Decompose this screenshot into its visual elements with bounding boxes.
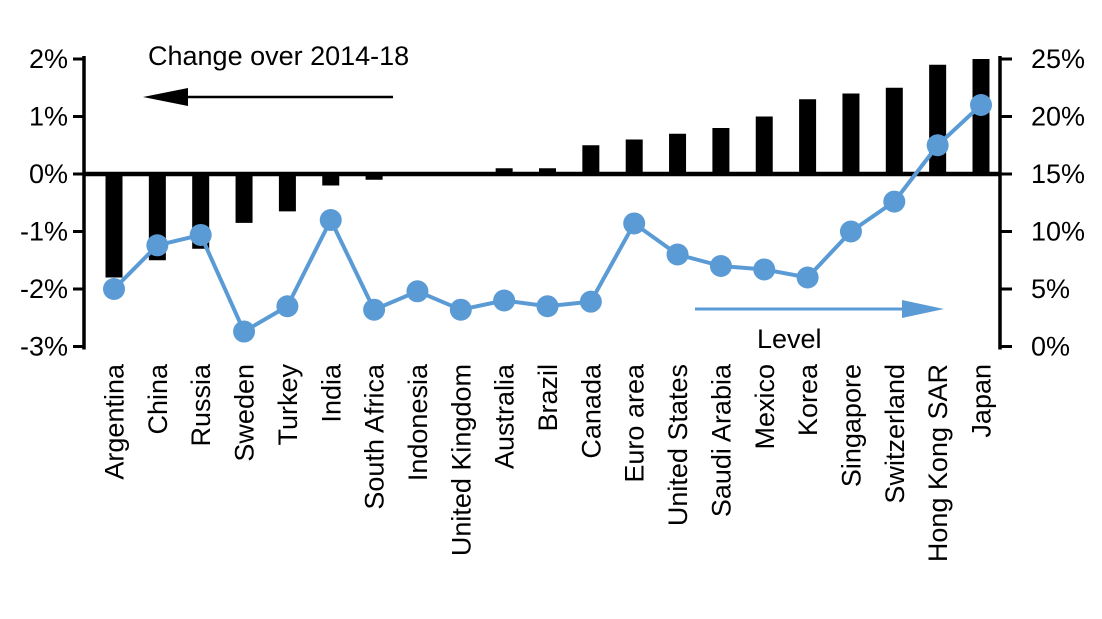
category-label: United States [663,364,693,526]
bar [495,168,513,174]
left-axis-tick-label: -2% [20,274,68,304]
data-point [883,190,906,213]
bar [582,145,600,174]
left-axis-tick-label: 2% [29,44,68,74]
bar [235,174,253,223]
data-point [493,289,516,312]
bar [842,93,860,174]
right-axis-tick-label: 0% [1031,332,1070,362]
category-label: Turkey [273,364,303,446]
bar [365,174,383,180]
data-point [623,212,646,235]
data-point [103,278,125,300]
category-label: India [316,363,346,423]
bar [669,133,687,174]
data-point [536,295,559,318]
category-label: Indonesia [403,363,433,481]
right-axis-tick-label: 15% [1031,159,1085,189]
bar [105,174,123,278]
bar [755,116,773,174]
category-label: Euro area [620,363,650,483]
bar [625,139,643,174]
data-point [276,295,299,318]
data-point [233,320,256,343]
data-point [709,255,732,277]
left-axis-tick-label: 1% [29,102,68,132]
category-label: Sweden [230,364,260,462]
right-arrow-icon [902,300,944,318]
data-point [839,220,862,243]
data-point [579,290,602,313]
bar [799,99,817,174]
left-axis-tick-label: -3% [20,332,68,362]
data-point [926,134,949,157]
category-label: Korea [793,363,823,436]
data-point [449,298,472,321]
left-axis-tick-label: 0% [29,159,68,189]
category-label: Japan [967,364,997,438]
category-label: China [143,363,173,435]
category-label: Argentina [100,363,130,480]
right-axis-tick-label: 20% [1031,102,1085,132]
category-label: Singapore [836,364,866,487]
right-axis-tick-label: 5% [1031,274,1070,304]
category-label: Hong Kong SAR [923,364,953,562]
left-arrow-icon [143,88,188,106]
bar [972,59,990,174]
category-label: Russia [186,363,216,447]
category-label: Saudi Arabia [706,363,736,517]
data-point [406,280,429,303]
left-axis-tick-label: -1% [20,217,68,247]
category-label: United Kingdom [446,364,476,556]
category-label: Australia [490,363,520,469]
category-label: Mexico [750,364,780,450]
data-point [189,223,212,246]
bar [278,174,296,212]
data-point [666,243,689,266]
bar-series-label: Change over 2014-18 [148,41,410,71]
data-point [363,298,386,321]
data-point [753,258,776,281]
category-label: Switzerland [880,364,910,504]
right-axis-tick-label: 10% [1031,217,1085,247]
data-point [319,209,342,231]
line-series-label: Level [757,324,822,354]
data-point [970,94,992,116]
data-point [796,266,819,289]
category-label: Canada [576,363,606,459]
bar [322,174,340,186]
bar [712,128,730,174]
bar [885,87,903,174]
category-label: South Africa [360,363,390,510]
category-label: Brazil [533,364,563,432]
data-point [146,234,169,257]
bar [539,168,556,174]
right-axis-tick-label: 25% [1031,44,1085,74]
bar [929,64,947,174]
